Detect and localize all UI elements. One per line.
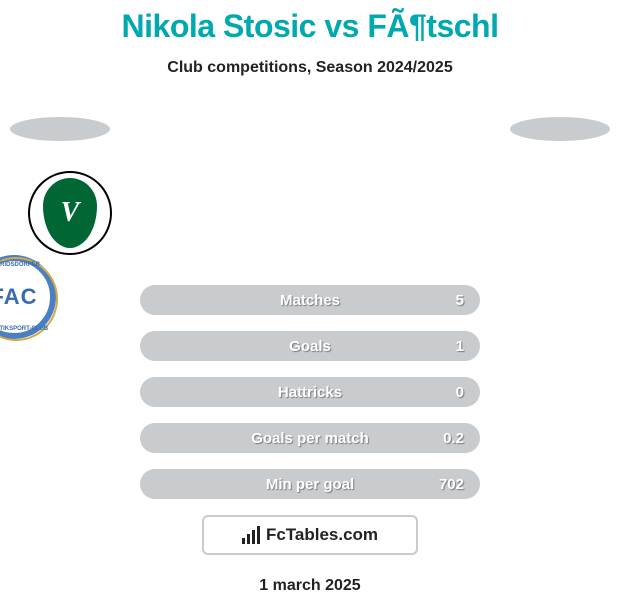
stat-row: Matches 5 [140, 285, 480, 315]
stat-value: 0.2 [443, 430, 464, 447]
ried-glyph: V [61, 197, 80, 229]
stat-value: 702 [439, 476, 464, 493]
stat-label: Goals per match [251, 430, 369, 447]
club-logo-right: FLORIDSDORFER FAC ATHLETIKSPORT-CLUB [0, 255, 56, 339]
chart-icon [242, 526, 260, 544]
stat-label: Matches [280, 292, 340, 309]
stat-row: Goals per match 0.2 [140, 423, 480, 453]
page-title: Nikola Stosic vs FÃ¶tschl [0, 8, 620, 45]
stat-row: Hattricks 0 [140, 377, 480, 407]
fac-ring-bottom: ATHLETIKSPORT-CLUB [0, 326, 48, 332]
comparison-content: V FLORIDSDORFER FAC ATHLETIKSPORT-CLUB M… [0, 117, 620, 595]
stat-label: Hattricks [278, 384, 342, 401]
ried-shield-icon: V [43, 178, 97, 248]
stat-value: 1 [456, 338, 464, 355]
player-placeholder-left [10, 117, 110, 141]
brand-text: FcTables.com [266, 525, 378, 545]
stat-label: Goals [289, 338, 331, 355]
fac-text: FAC [0, 284, 38, 310]
fac-ring-top: FLORIDSDORFER [0, 262, 40, 268]
club-logo-left: V [28, 171, 112, 255]
stat-row: Min per goal 702 [140, 469, 480, 499]
stat-row: Goals 1 [140, 331, 480, 361]
stat-label: Min per goal [266, 476, 354, 493]
subtitle: Club competitions, Season 2024/2025 [0, 59, 620, 77]
brand-box: FcTables.com [202, 515, 418, 555]
player-placeholder-right [510, 117, 610, 141]
stat-value: 5 [456, 292, 464, 309]
stat-value: 0 [456, 384, 464, 401]
stats-list: Matches 5 Goals 1 Hattricks 0 Goals per … [140, 285, 480, 499]
